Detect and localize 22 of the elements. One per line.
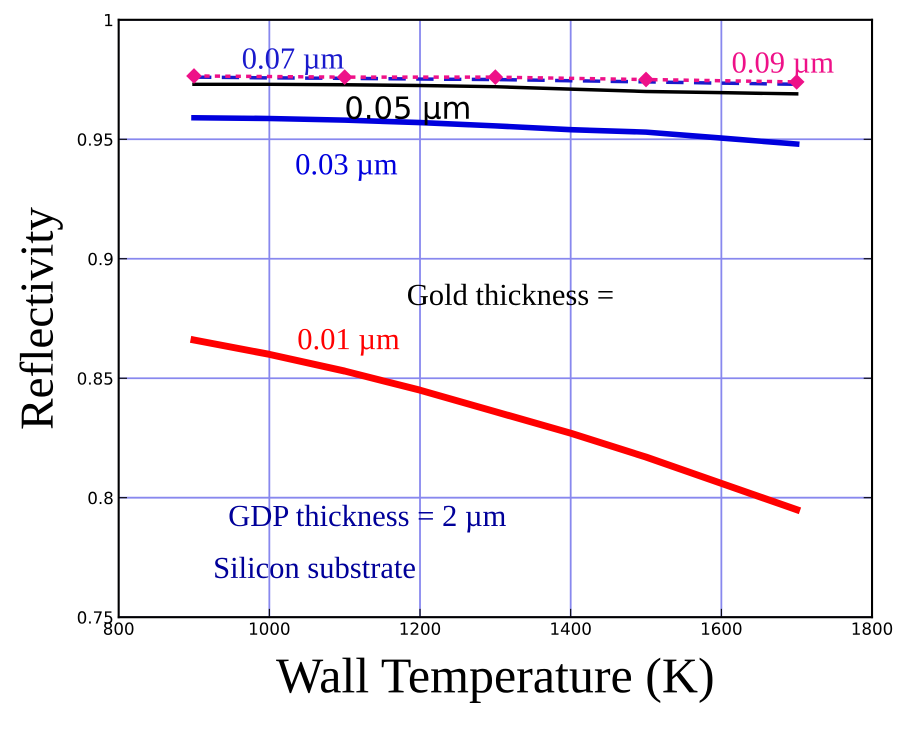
y-tick-label: 0.95	[78, 133, 112, 146]
series-label: 0.05 µm	[346, 96, 469, 126]
y-tick-label: 0.85	[78, 372, 112, 385]
annotation: GDP thickness = 2 µm	[229, 504, 506, 532]
y-axis-title: Reflectivity	[19, 207, 63, 429]
y-tick-label: 0.8	[88, 492, 113, 504]
y-tick-label: 0.75	[78, 611, 112, 624]
x-tick-label: 800	[104, 622, 134, 635]
x-tick-label: 1400	[551, 622, 591, 635]
series-label: 0.03 µm	[296, 154, 398, 181]
x-tick-label: 1200	[400, 622, 440, 635]
x-axis-title: Wall Temperature (K)	[276, 658, 712, 703]
series-label: 0.07 µm	[242, 48, 344, 76]
x-tick-label: 1600	[702, 622, 742, 635]
series-label: 0.09 µm	[732, 52, 834, 80]
y-tick-label: 0.9	[88, 252, 113, 266]
series-label: 0.01 µm	[298, 328, 400, 356]
x-tick-label: 1800	[852, 622, 892, 635]
annotation: Gold thickness =	[408, 284, 613, 306]
annotation: Silicon substrate	[215, 556, 415, 578]
x-tick-label: 1000	[250, 622, 290, 635]
y-tick-label: 1	[105, 14, 112, 26]
